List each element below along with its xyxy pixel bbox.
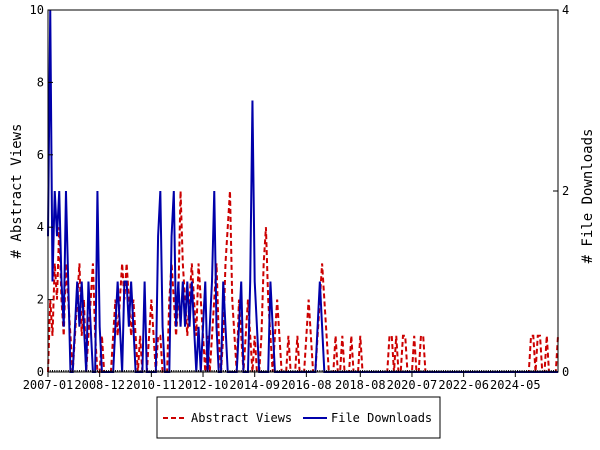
y-right-tick-label: 2	[562, 184, 569, 198]
x-tick-label: 2024-05	[490, 378, 541, 392]
x-tick-label: 2014-09	[229, 378, 280, 392]
y-left-tick-label: 6	[37, 148, 44, 162]
y-axis-left: 0 2 4 6 8 10	[30, 3, 53, 379]
x-axis: 2007-01 2008-12 2010-11 2012-10 2014-09 2016-…	[23, 370, 559, 392]
y-left-tick-label: 8	[37, 75, 44, 89]
legend: Abstract Views File Downloads	[156, 396, 441, 439]
y-axis-right: 0 2 4	[553, 3, 569, 379]
x-tick-label: 2020-07	[387, 378, 438, 392]
y-left-tick-label: 4	[37, 220, 44, 234]
x-tick-label: 2010-11	[126, 378, 177, 392]
y-left-tick-label: 2	[37, 293, 44, 307]
y-left-tick-label: 10	[30, 3, 44, 17]
x-tick-label: 2016-08	[281, 378, 332, 392]
legend-label-abstract-views: Abstract Views	[191, 411, 292, 425]
legend-label-file-downloads: File Downloads	[331, 411, 432, 425]
x-tick-label: 2018-08	[335, 378, 386, 392]
y-right-tick-label: 4	[562, 3, 569, 17]
y-right-tick-label: 0	[562, 365, 569, 379]
y-left-tick-label: 0	[37, 365, 44, 379]
y-axis-title-right: # File Downloads	[580, 129, 596, 264]
x-tick-label: 2007-01	[23, 378, 74, 392]
x-tick-label: 2012-10	[178, 378, 229, 392]
legend-box	[156, 396, 441, 439]
x-tick-label: 2008-12	[74, 378, 125, 392]
y-axis-title-left: # Abstract Views	[9, 124, 25, 259]
x-tick-label: 2022-06	[438, 378, 489, 392]
